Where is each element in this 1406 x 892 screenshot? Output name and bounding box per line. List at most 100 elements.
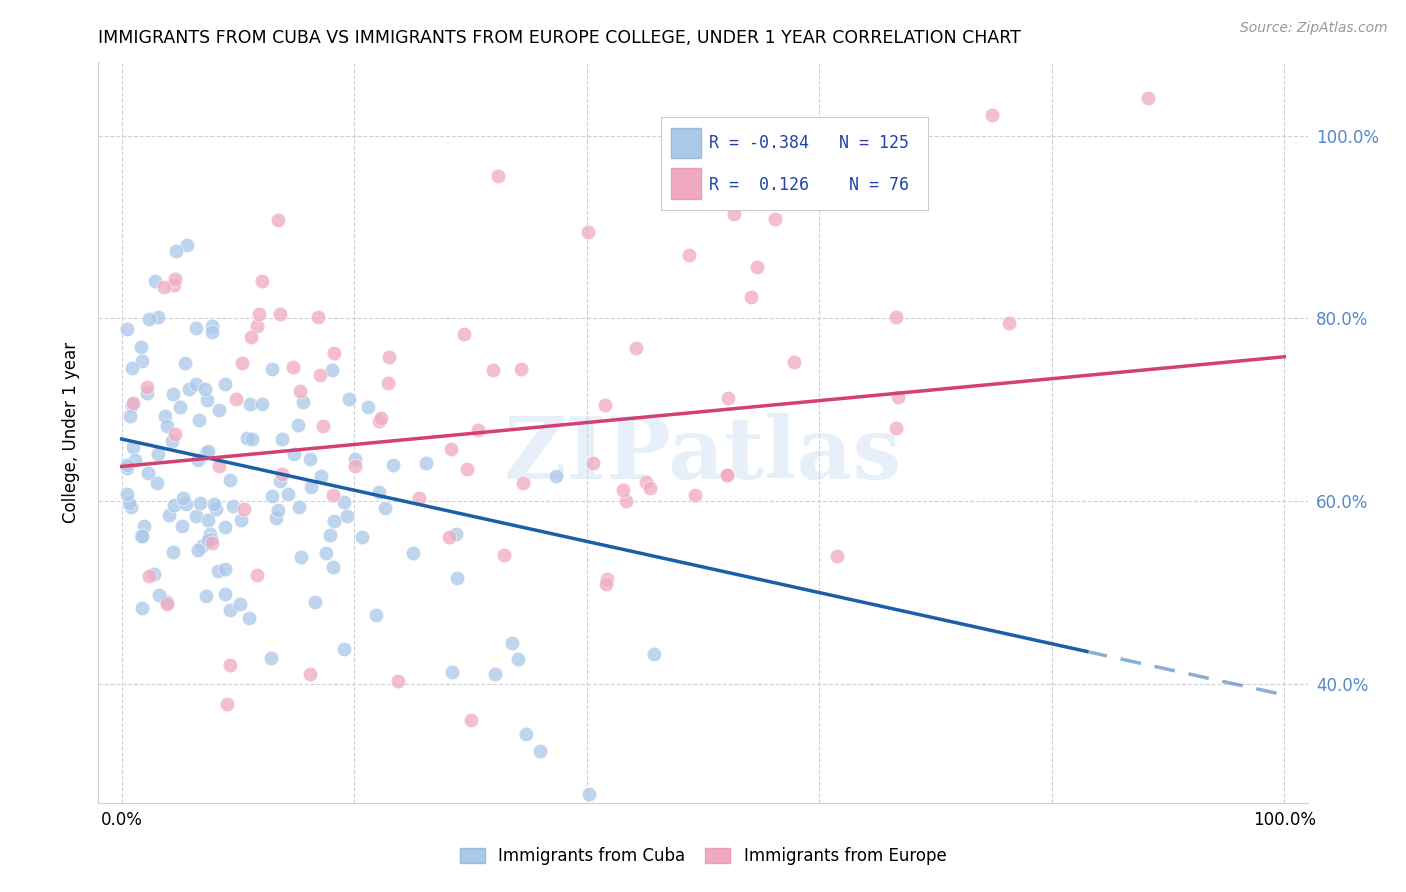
Point — [208, 402, 231, 417]
Point — [122, 396, 145, 410]
Point — [156, 597, 179, 611]
Point — [763, 212, 786, 227]
Point — [685, 488, 707, 502]
Point — [288, 500, 311, 514]
Point — [290, 550, 312, 565]
Point — [143, 274, 166, 288]
Point — [163, 278, 186, 293]
Point — [148, 588, 170, 602]
Point — [225, 392, 247, 406]
Point — [323, 346, 346, 360]
Point — [219, 657, 242, 672]
Point — [172, 491, 194, 505]
Point — [299, 481, 322, 495]
Point — [717, 391, 740, 405]
Point — [129, 340, 152, 354]
Point — [163, 498, 186, 512]
Point — [191, 539, 214, 553]
Point — [200, 532, 222, 546]
Point — [186, 508, 208, 523]
Point — [298, 667, 321, 681]
Point — [136, 467, 159, 481]
Point — [446, 571, 468, 585]
Point — [174, 497, 197, 511]
Point — [121, 398, 143, 412]
Point — [117, 458, 139, 472]
Point — [344, 459, 367, 474]
Point — [201, 325, 224, 339]
Point — [467, 423, 489, 437]
Point — [636, 475, 658, 489]
Point — [250, 397, 273, 411]
Text: Source: ZipAtlas.com: Source: ZipAtlas.com — [1240, 21, 1388, 35]
Point — [638, 481, 661, 495]
Point — [271, 432, 294, 446]
Point — [271, 467, 294, 481]
Point — [197, 444, 219, 458]
Point — [131, 601, 153, 615]
Point — [160, 434, 183, 449]
Point — [576, 225, 599, 239]
Point — [287, 417, 309, 432]
Point — [614, 493, 637, 508]
Point — [508, 651, 530, 665]
Point — [188, 496, 211, 510]
Point — [886, 310, 908, 325]
Point — [626, 342, 648, 356]
Point — [186, 376, 208, 391]
Point — [188, 412, 211, 426]
Point — [165, 427, 187, 442]
Point — [997, 316, 1019, 330]
Text: ZIPatlas: ZIPatlas — [503, 413, 903, 497]
Point — [221, 499, 243, 513]
Point — [332, 641, 354, 656]
Point — [364, 607, 387, 622]
Point — [131, 354, 153, 368]
Point — [269, 474, 291, 488]
Point — [148, 447, 170, 461]
Point — [319, 528, 342, 542]
Point — [440, 442, 463, 456]
Point — [207, 564, 229, 578]
Point — [198, 526, 221, 541]
FancyBboxPatch shape — [671, 169, 700, 199]
Point — [492, 548, 515, 562]
Text: R =  0.126    N = 76: R = 0.126 N = 76 — [709, 176, 908, 194]
Point — [387, 674, 409, 689]
Point — [484, 666, 506, 681]
Point — [194, 382, 217, 396]
Point — [299, 452, 322, 467]
Point — [260, 651, 283, 665]
Point — [439, 530, 461, 544]
Point — [456, 462, 478, 476]
Point — [135, 385, 157, 400]
Point — [132, 518, 155, 533]
Point — [350, 530, 373, 544]
Point — [716, 467, 738, 482]
FancyBboxPatch shape — [671, 128, 700, 158]
Point — [740, 290, 762, 304]
Point — [578, 787, 600, 801]
Point — [335, 508, 357, 523]
Point — [315, 546, 337, 560]
Point — [187, 453, 209, 467]
Point — [217, 697, 239, 711]
Point — [201, 319, 224, 334]
Point — [117, 487, 139, 501]
Point — [283, 359, 305, 374]
Point — [157, 508, 180, 523]
Point — [486, 169, 509, 183]
Point — [131, 529, 153, 543]
Point — [214, 377, 236, 392]
Point — [138, 312, 160, 326]
Point — [118, 496, 141, 510]
Point — [194, 589, 217, 603]
Point — [247, 307, 270, 321]
Point — [377, 376, 399, 390]
Point — [197, 533, 219, 547]
Point — [290, 384, 312, 398]
Point — [515, 727, 537, 741]
Point — [337, 392, 360, 406]
Point — [446, 527, 468, 541]
Point — [153, 280, 176, 294]
